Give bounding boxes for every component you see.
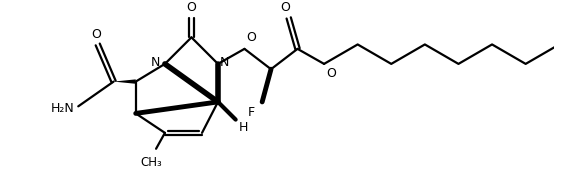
Text: N: N bbox=[220, 56, 229, 69]
Text: F: F bbox=[248, 106, 255, 119]
Text: O: O bbox=[326, 67, 336, 80]
Polygon shape bbox=[113, 79, 136, 84]
Text: O: O bbox=[246, 31, 256, 44]
Text: H: H bbox=[238, 121, 248, 134]
Text: H₂N: H₂N bbox=[51, 102, 75, 115]
Text: CH₃: CH₃ bbox=[141, 156, 162, 169]
Text: O: O bbox=[186, 1, 196, 14]
Text: O: O bbox=[91, 28, 101, 41]
Text: O: O bbox=[280, 1, 290, 14]
Text: N: N bbox=[151, 56, 161, 69]
